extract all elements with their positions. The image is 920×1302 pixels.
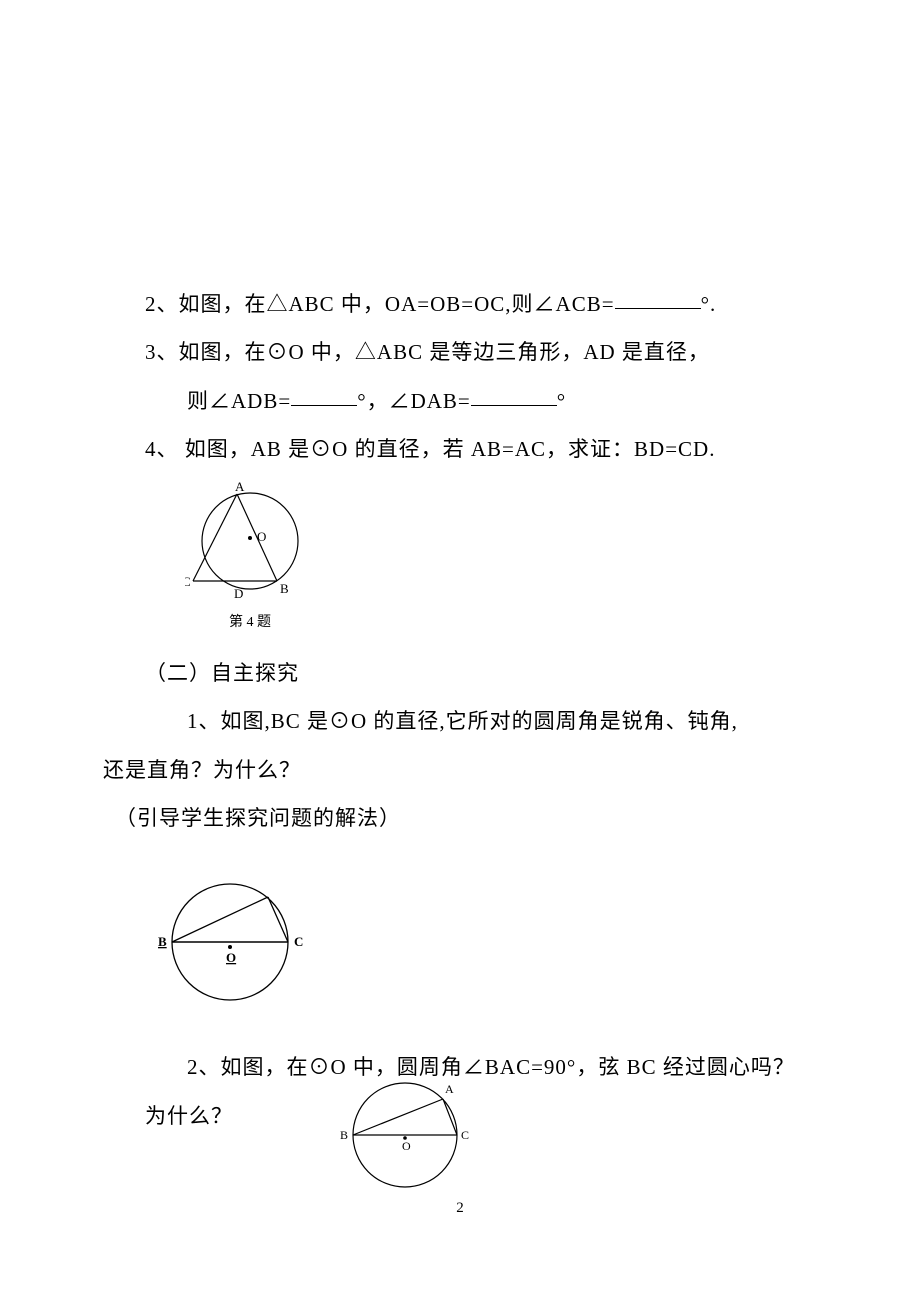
q3-blank2 [471,385,557,406]
figure-4-svg: A O C D B [185,481,315,606]
figure-s2-2: A B C O [330,1070,485,1205]
fig4-label-c: C [185,574,191,589]
figs1-label-b: B [158,934,167,949]
s2-q1-line3: （引导学生探究问题的解法） [115,794,825,842]
q3-line2-prefix: 则∠ADB= [187,389,291,413]
question-3-line2: 则∠ADB= °，∠DAB= ° [145,377,825,425]
q4-text: 4、 如图，AB 是⊙O 的直径，若 AB=AC，求证：BD=CD. [145,437,715,461]
q3-suffix: ° [557,389,566,413]
figs2-label-a: A [445,1082,454,1096]
figure-4-caption: 第 4 题 [185,611,315,631]
fig4-label-a: A [235,481,245,494]
figs1-line-ca [268,897,288,942]
figure-s2-1: B C O [155,872,825,1017]
fig4-label-o: O [257,529,266,544]
fig4-center-dot [248,536,252,540]
figs2-line-ca [443,1099,457,1135]
q3-line1: 3、如图，在⊙O 中，△ABC 是等边三角形，AD 是直径， [145,340,710,364]
figure-s2-2-svg: A B C O [330,1070,485,1200]
question-2: 2、如图，在△ABC 中，OA=OB=OC,则∠ACB= °. [145,280,825,328]
s2-q1-line2: 还是直角？为什么？ [103,746,825,794]
figs1-label-c: C [294,934,303,949]
q2-suffix: °. [701,292,717,316]
figs2-label-o: O [402,1139,411,1153]
fig4-label-b: B [280,581,289,596]
figs2-label-c: C [461,1128,469,1142]
q3-mid: °，∠DAB= [357,389,471,413]
q2-prefix: 2、如图，在△ABC 中，OA=OB=OC,则∠ACB= [145,292,615,316]
figure-4: A O C D B 第 4 题 [185,481,825,631]
figs1-center-dot [228,945,232,949]
figs2-label-b: B [340,1128,348,1142]
section-2-title: （二）自主探究 [145,649,825,697]
s2-q2-line1: 2、如图，在⊙O 中，圆周角∠BAC=90°，弦 BC 经过圆心吗？ [145,1043,825,1091]
question-3-line1: 3、如图，在⊙O 中，△ABC 是等边三角形，AD 是直径， [145,328,825,376]
figs2-line-ba [353,1099,443,1135]
fig4-circle [202,493,298,589]
figure-s2-1-svg: B C O [155,872,310,1012]
question-4: 4、 如图，AB 是⊙O 的直径，若 AB=AC，求证：BD=CD. [145,425,825,473]
s2-q1-line1: 1、如图,BC 是⊙O 的直径,它所对的圆周角是锐角、钝角, [145,697,825,745]
s2-q2-line2: 为什么？ [145,1092,825,1140]
fig4-line-ac [193,494,237,581]
q2-blank [615,288,701,309]
page-number: 2 [0,1200,920,1282]
q3-blank1 [291,385,357,406]
figs1-label-o: O [226,950,236,965]
fig4-label-d: D [234,586,243,601]
